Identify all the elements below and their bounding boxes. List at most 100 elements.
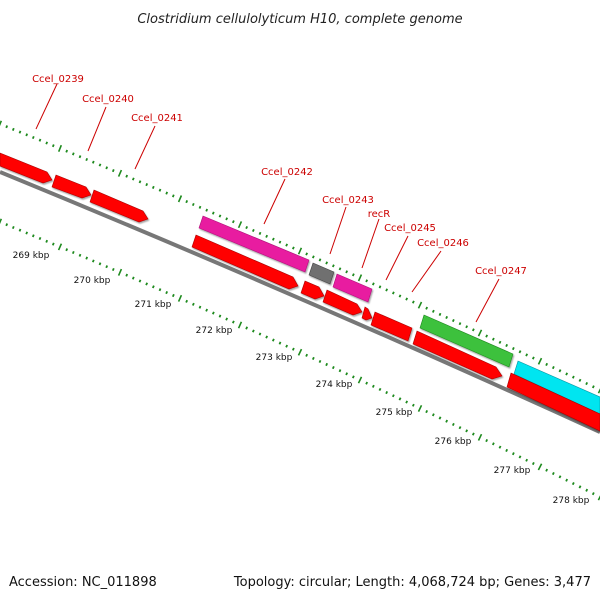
- minor-tick: [278, 240, 282, 244]
- minor-tick: [145, 183, 149, 187]
- minor-tick: [271, 237, 275, 241]
- minor-tick: [18, 228, 22, 232]
- minor-tick: [411, 300, 415, 304]
- major-tick: [57, 144, 63, 152]
- minor-tick: [545, 362, 549, 366]
- minor-tick: [165, 191, 169, 195]
- minor-tick: [578, 485, 582, 489]
- minor-tick: [458, 322, 462, 326]
- cds-arrow[interactable]: [361, 306, 373, 321]
- minor-tick: [171, 194, 175, 198]
- minor-tick: [218, 314, 222, 318]
- minor-tick: [325, 261, 329, 265]
- major-tick: [537, 357, 543, 365]
- minor-tick: [591, 385, 595, 389]
- minor-tick: [405, 297, 409, 301]
- minor-tick: [445, 419, 449, 423]
- cds-arrow[interactable]: [89, 189, 149, 223]
- minor-tick: [138, 279, 142, 283]
- major-tick: [597, 495, 600, 501]
- cds-arrow[interactable]: [370, 311, 413, 342]
- gene-label-ccel-0246[interactable]: Ccel_0246: [417, 238, 469, 249]
- minor-tick: [5, 223, 9, 227]
- minor-tick: [331, 264, 335, 268]
- minor-tick: [378, 285, 382, 289]
- cds-arrow[interactable]: [322, 289, 363, 316]
- gene-label-ccel-0242[interactable]: Ccel_0242: [261, 167, 313, 178]
- minor-tick: [551, 472, 555, 476]
- minor-tick: [491, 337, 495, 341]
- minor-tick: [305, 252, 309, 256]
- gene-label-ccel-0245[interactable]: Ccel_0245: [384, 223, 436, 234]
- gene-label-ccel-0247[interactable]: Ccel_0247: [475, 266, 527, 277]
- minor-tick: [191, 302, 195, 306]
- minor-tick: [51, 144, 55, 148]
- major-tick: [237, 221, 243, 229]
- minor-tick: [551, 366, 555, 370]
- cds-arrow[interactable]: [506, 372, 600, 432]
- minor-tick: [285, 243, 289, 247]
- gene-label-ccel-0243[interactable]: Ccel_0243: [322, 195, 374, 206]
- minor-tick: [251, 228, 255, 232]
- kbp-labels: 269 kbp 270 kbp 271 kbp 272 kbp 273 kbp …: [13, 251, 590, 506]
- gene-label-ccel-0240[interactable]: Ccel_0240: [82, 94, 134, 105]
- minor-tick: [391, 394, 395, 398]
- minor-tick: [338, 369, 342, 373]
- minor-tick: [25, 231, 29, 235]
- minor-tick: [371, 282, 375, 286]
- cds-arrow[interactable]: [300, 280, 325, 300]
- minor-tick: [185, 299, 189, 303]
- gene-label-ccel-0239[interactable]: Ccel_0239: [32, 74, 84, 85]
- minor-tick: [558, 369, 562, 373]
- minor-tick: [218, 214, 222, 218]
- minor-tick: [318, 258, 322, 262]
- gene-label-ccel-0241[interactable]: Ccel_0241: [131, 113, 183, 124]
- kbp-label: 269 kbp: [13, 251, 50, 261]
- minor-tick: [531, 356, 535, 360]
- major-tick: [357, 376, 363, 384]
- kbp-label: 278 kbp: [553, 496, 590, 506]
- gene-ccel-0242[interactable]: [198, 215, 310, 273]
- major-tick: [0, 120, 3, 127]
- major-tick: [117, 169, 123, 177]
- minor-tick: [38, 236, 42, 241]
- minor-tick: [158, 188, 162, 192]
- minor-tick: [518, 350, 522, 354]
- cds-arrow[interactable]: [191, 234, 299, 290]
- minor-tick: [345, 270, 349, 274]
- minor-tick: [231, 220, 235, 224]
- cds-arrow[interactable]: [412, 330, 503, 380]
- major-tick: [477, 329, 483, 337]
- minor-tick: [431, 309, 435, 313]
- kbp-label: 273 kbp: [256, 353, 293, 363]
- minor-tick: [45, 239, 49, 243]
- minor-tick: [31, 135, 35, 140]
- cds-arrow[interactable]: [51, 174, 92, 199]
- cds-arrow[interactable]: [0, 152, 53, 184]
- minor-tick: [505, 448, 509, 452]
- minor-tick: [571, 481, 575, 486]
- minor-tick: [31, 234, 35, 238]
- major-tick: [597, 388, 600, 394]
- gene-ccel-0243[interactable]: [308, 262, 335, 285]
- minor-tick: [451, 422, 455, 426]
- kbp-label: 277 kbp: [494, 466, 531, 476]
- minor-tick: [378, 387, 382, 392]
- gene-features: [0, 152, 600, 432]
- minor-tick: [311, 255, 315, 259]
- gene-recr[interactable]: [332, 273, 373, 303]
- minor-tick: [571, 375, 575, 379]
- minor-tick: [131, 276, 135, 280]
- minor-tick: [205, 208, 209, 212]
- gene-label-recr[interactable]: recR: [368, 209, 391, 220]
- minor-tick: [245, 226, 249, 230]
- accession-text: Accession: NC_011898: [9, 575, 157, 590]
- minor-tick: [71, 250, 75, 255]
- minor-tick: [185, 200, 189, 204]
- minor-tick: [405, 400, 409, 404]
- minor-tick: [331, 366, 335, 370]
- gene-ccel-0247[interactable]: [419, 314, 514, 368]
- gene-ccel-0248[interactable]: [513, 360, 600, 415]
- minor-tick: [131, 177, 135, 181]
- minor-tick: [191, 202, 195, 207]
